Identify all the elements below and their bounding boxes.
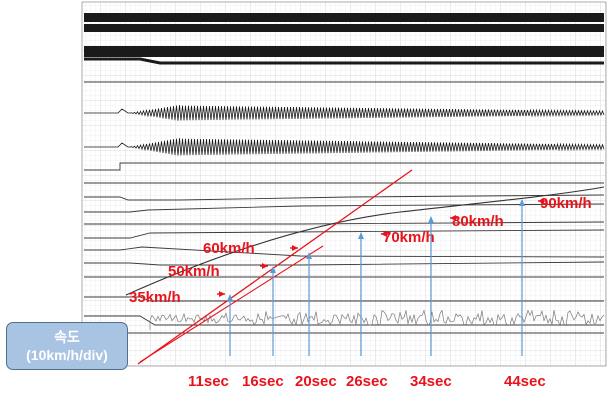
time-label-5: 34sec [410, 373, 452, 390]
trace-line-6 [84, 221, 605, 225]
speed-label-35: 35km/h [129, 289, 181, 306]
trace-line-2 [84, 162, 604, 171]
marker-arrowhead-6 [519, 199, 525, 206]
reference-line-2 [139, 245, 324, 363]
time-label-1: 11sec [188, 373, 229, 390]
speed-label-60: 60km/h [203, 240, 255, 257]
speed-trace-curve [125, 186, 605, 296]
marker-arrowhead-3 [306, 252, 312, 259]
trace-line-11 [84, 296, 604, 302]
speed-pointer-head-1 [219, 291, 225, 297]
speed-label-50: 50km/h [168, 263, 220, 280]
speed-marks: 35km/h 11sec 50km/h 16sec 60km/h 20sec 70km/h 2… [129, 195, 592, 390]
time-label-4: 26sec [346, 373, 388, 390]
speed-axis-title: 속도 [54, 329, 80, 345]
speed-axis-unit: (10km/h/div) [26, 347, 108, 363]
speed-pointer-head-3 [292, 245, 298, 251]
speed-pointer-head-2 [262, 263, 268, 269]
marker-arrowhead-4 [358, 232, 364, 239]
speed-pointer-head-4 [381, 231, 387, 237]
speed-label-80: 80km/h [452, 213, 504, 230]
marker-arrowhead-1 [227, 294, 233, 301]
time-label-2: 16sec [242, 373, 284, 390]
trace-oscillation-2 [84, 138, 605, 156]
speed-pointer-head-5 [450, 215, 456, 221]
trace-line-9 [84, 261, 605, 266]
acceleration-lines [137, 169, 413, 365]
trace-line-7 [84, 229, 605, 239]
speed-label-90: 90km/h [540, 195, 592, 212]
trace-band-2 [84, 24, 604, 32]
trace-band-3 [84, 46, 604, 57]
reference-line-1 [137, 169, 413, 365]
trace-oscillation-1 [84, 105, 605, 121]
recorder-traces [84, 13, 605, 334]
speed-axis-label-box: 속도 (10km/h/div) [6, 322, 128, 370]
time-label-3: 20sec [295, 373, 337, 390]
trace-line-4 [84, 194, 605, 201]
time-label-6: 44sec [504, 373, 546, 390]
noise-trace [149, 309, 605, 330]
trace-band-1 [84, 13, 604, 22]
trace-line-5 [84, 203, 605, 213]
speed-label-70: 70km/h [383, 229, 435, 246]
marker-arrowhead-5 [428, 216, 434, 223]
trace-band-4 [84, 57, 604, 65]
speed-pointer-head-6 [538, 198, 544, 204]
marker-arrowhead-2 [270, 266, 276, 273]
trace-line-8 [84, 246, 605, 258]
